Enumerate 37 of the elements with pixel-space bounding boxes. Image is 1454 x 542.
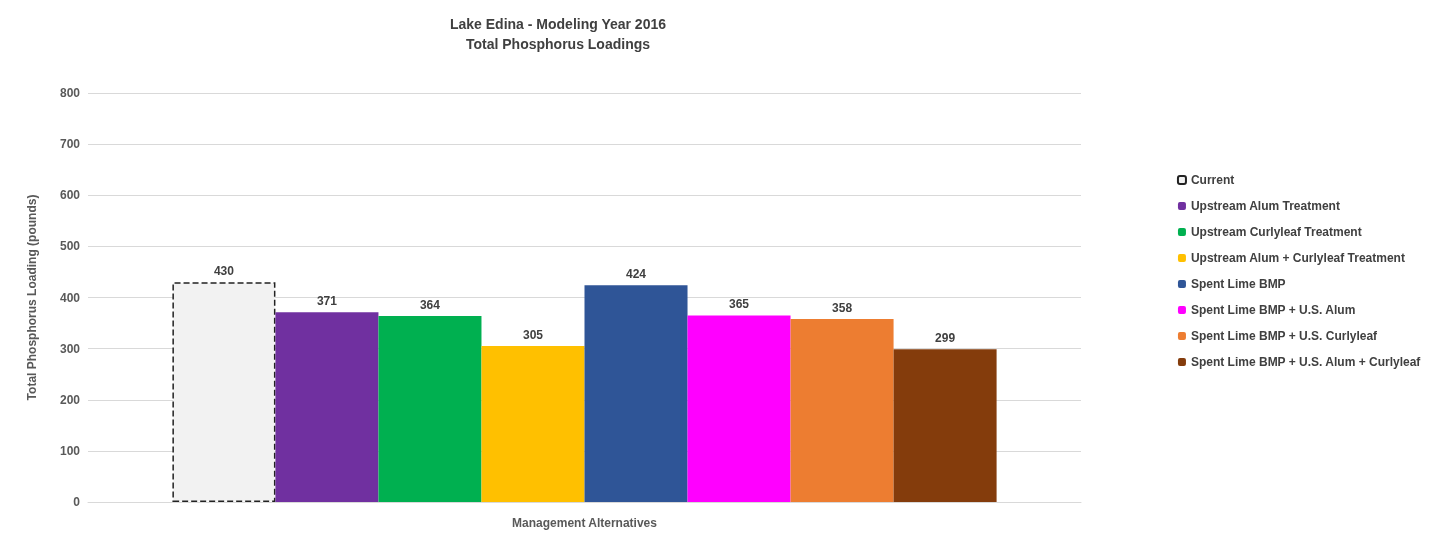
data-label: 299 bbox=[935, 331, 956, 346]
data-label: 430 bbox=[213, 264, 235, 279]
data-label: 371 bbox=[316, 294, 338, 309]
chart-subtitle: Total Phosphorus Loadings bbox=[465, 36, 651, 52]
legend-label: Upstream Alum + Curlyleaf Treatment bbox=[1190, 251, 1405, 265]
chart-title: Lake Edina - Modeling Year 2016 bbox=[449, 16, 667, 32]
y-tick-label: 0 bbox=[73, 495, 81, 509]
bar bbox=[481, 346, 585, 502]
x-axis-title: Management Alternatives bbox=[512, 516, 658, 530]
y-tick-label: 300 bbox=[59, 341, 81, 356]
legend-label: Spent Lime BMP + U.S. Curlyleaf bbox=[1190, 329, 1379, 343]
data-label: 365 bbox=[729, 297, 750, 312]
y-tick-label: 500 bbox=[59, 239, 81, 254]
bar bbox=[378, 315, 482, 502]
y-tick-label: 100 bbox=[59, 443, 81, 458]
bar bbox=[584, 285, 688, 502]
y-tick-label: 600 bbox=[59, 188, 81, 203]
y-tick-label: 400 bbox=[59, 290, 81, 305]
bar bbox=[687, 315, 791, 502]
bar bbox=[275, 312, 379, 502]
y-tick-label: 700 bbox=[59, 137, 81, 152]
legend-label: Spent Lime BMP bbox=[1190, 277, 1286, 291]
bar bbox=[172, 282, 276, 502]
data-label: 364 bbox=[419, 297, 441, 312]
legend-label: Current bbox=[1190, 173, 1235, 187]
legend-label: Upstream Curlyleaf Treatment bbox=[1190, 225, 1362, 239]
legend-label: Spent Lime BMP + U.S. Alum bbox=[1190, 303, 1356, 317]
legend-label: Spent Lime BMP + U.S. Alum + Curlyleaf bbox=[1190, 355, 1422, 369]
bar bbox=[790, 318, 894, 502]
y-axis-title: Total Phosphorus Loading (pounds) bbox=[25, 194, 39, 401]
data-label: 424 bbox=[626, 267, 647, 282]
data-label: 305 bbox=[522, 328, 544, 343]
bar bbox=[893, 349, 997, 502]
y-tick-label: 200 bbox=[59, 392, 81, 407]
data-label: 358 bbox=[832, 300, 853, 315]
y-tick-label: 800 bbox=[59, 86, 81, 100]
legend-label: Upstream Alum Treatment bbox=[1190, 199, 1340, 213]
